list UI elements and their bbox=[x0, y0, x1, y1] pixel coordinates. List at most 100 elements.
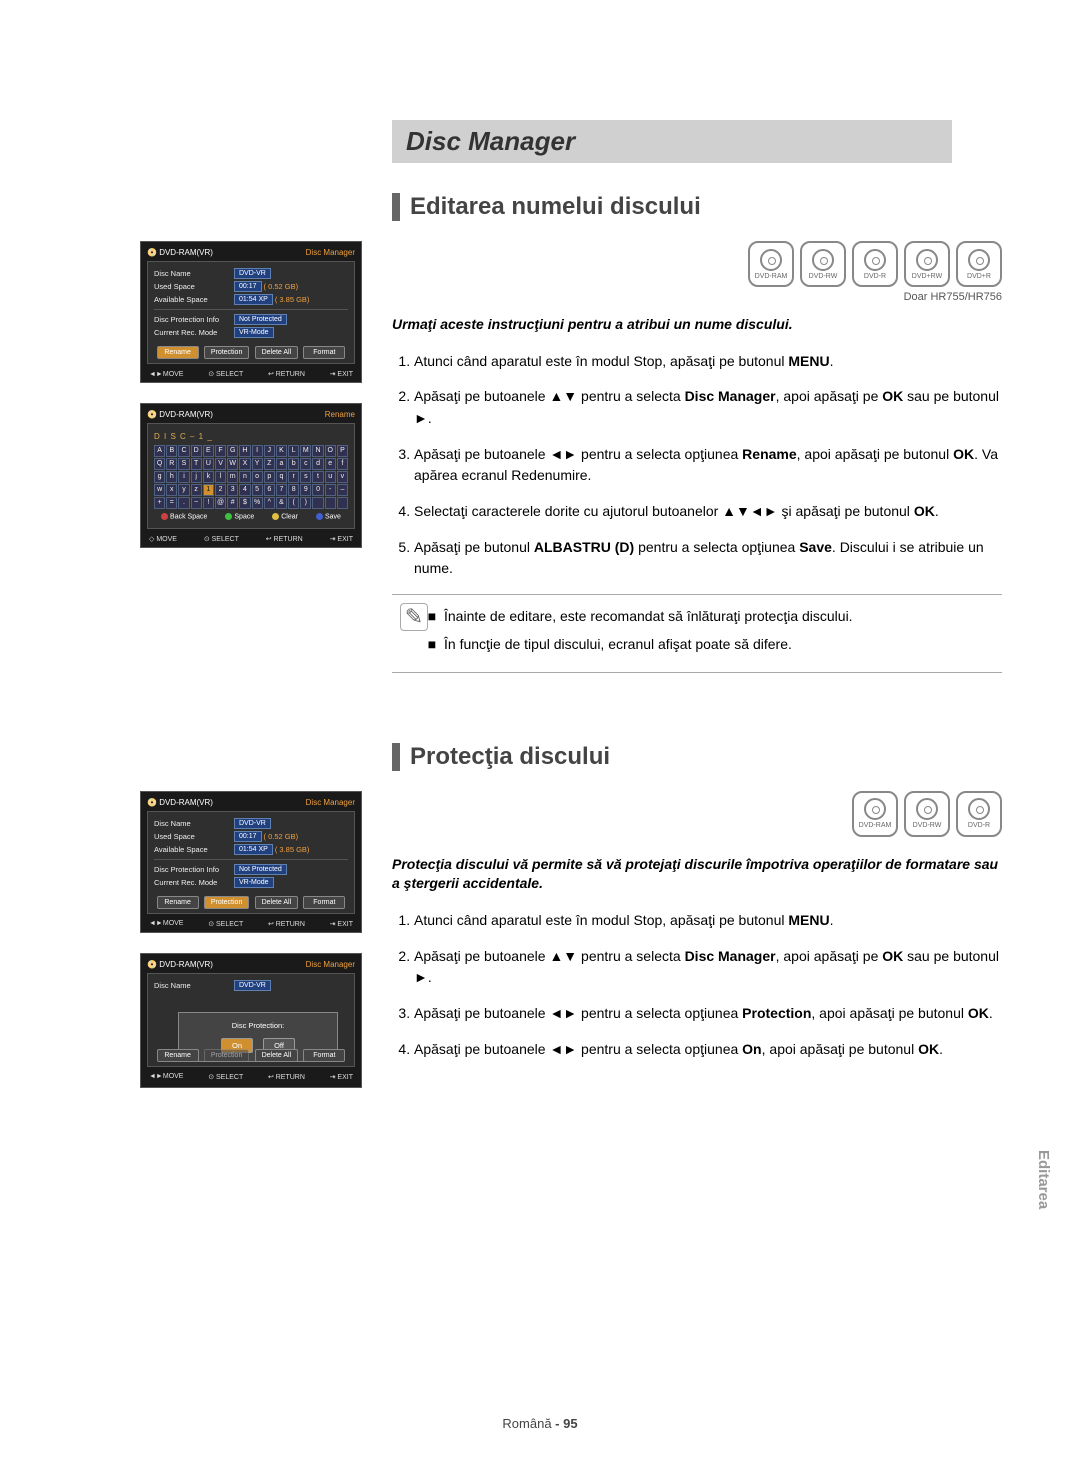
char-cell[interactable]: o bbox=[252, 471, 263, 483]
char-cell[interactable]: z bbox=[191, 484, 202, 496]
char-cell[interactable]: 5 bbox=[252, 484, 263, 496]
char-cell[interactable]: E bbox=[203, 445, 214, 457]
backspace-key[interactable]: Back Space bbox=[161, 513, 207, 520]
char-cell[interactable] bbox=[325, 497, 336, 509]
char-cell[interactable]: K bbox=[276, 445, 287, 457]
val-disc-name-4: DVD-VR bbox=[234, 980, 271, 991]
char-cell[interactable]: C bbox=[178, 445, 189, 457]
char-cell[interactable]: A bbox=[154, 445, 165, 457]
char-cell[interactable] bbox=[337, 497, 348, 509]
char-cell[interactable]: G bbox=[227, 445, 238, 457]
char-cell[interactable]: 7 bbox=[276, 484, 287, 496]
char-cell[interactable]: u bbox=[325, 471, 336, 483]
char-cell[interactable]: g bbox=[154, 471, 165, 483]
char-cell[interactable]: % bbox=[252, 497, 263, 509]
char-cell[interactable]: X bbox=[239, 458, 250, 470]
char-cell[interactable]: W bbox=[227, 458, 238, 470]
delete-all-button[interactable]: Delete All bbox=[255, 346, 299, 359]
char-cell[interactable]: + bbox=[154, 497, 165, 509]
format-button[interactable]: Format bbox=[303, 346, 345, 359]
char-cell[interactable]: D bbox=[191, 445, 202, 457]
char-cell[interactable]: j bbox=[191, 471, 202, 483]
char-cell[interactable]: i bbox=[178, 471, 189, 483]
char-cell[interactable]: H bbox=[239, 445, 250, 457]
label-prot-3: Disc Protection Info bbox=[154, 865, 234, 874]
char-cell[interactable]: Z bbox=[264, 458, 275, 470]
protection-button-3[interactable]: Protection bbox=[204, 896, 250, 909]
char-cell[interactable]: R bbox=[166, 458, 177, 470]
char-grid[interactable]: ABCDEFGHIJKLMNOP QRSTUVWXYZabcdef ghijklmn… bbox=[154, 445, 348, 509]
char-cell[interactable]: S bbox=[178, 458, 189, 470]
char-cell[interactable]: f bbox=[337, 458, 348, 470]
rename-button-4[interactable]: Rename bbox=[157, 1049, 199, 1062]
char-cell[interactable]: 9 bbox=[300, 484, 311, 496]
char-cell[interactable] bbox=[312, 497, 323, 509]
char-cell[interactable]: F bbox=[215, 445, 226, 457]
protection-button[interactable]: Protection bbox=[204, 346, 250, 359]
char-cell[interactable]: – bbox=[337, 484, 348, 496]
char-cell[interactable]: ! bbox=[203, 497, 214, 509]
char-cell[interactable]: n bbox=[239, 471, 250, 483]
char-cell[interactable]: - bbox=[325, 484, 336, 496]
char-cell[interactable]: N bbox=[312, 445, 323, 457]
char-cell[interactable]: r bbox=[288, 471, 299, 483]
char-cell[interactable]: l bbox=[215, 471, 226, 483]
char-cell[interactable]: 3 bbox=[227, 484, 238, 496]
char-cell[interactable]: ( bbox=[288, 497, 299, 509]
char-cell[interactable]: 0 bbox=[312, 484, 323, 496]
char-cell[interactable]: 4 bbox=[239, 484, 250, 496]
char-cell[interactable]: = bbox=[166, 497, 177, 509]
char-cell[interactable]: x bbox=[166, 484, 177, 496]
char-cell[interactable]: w bbox=[154, 484, 165, 496]
char-cell[interactable]: @ bbox=[215, 497, 226, 509]
save-key[interactable]: Save bbox=[316, 513, 341, 520]
char-cell[interactable]: 6 bbox=[264, 484, 275, 496]
char-cell[interactable]: M bbox=[300, 445, 311, 457]
space-key[interactable]: Space bbox=[225, 513, 254, 520]
char-cell[interactable]: O bbox=[325, 445, 336, 457]
char-cell[interactable]: 8 bbox=[288, 484, 299, 496]
char-cell[interactable]: U bbox=[203, 458, 214, 470]
delete-all-button-3[interactable]: Delete All bbox=[255, 896, 299, 909]
char-cell[interactable]: q bbox=[276, 471, 287, 483]
char-cell[interactable]: T bbox=[191, 458, 202, 470]
char-cell[interactable]: y bbox=[178, 484, 189, 496]
char-cell[interactable]: ~ bbox=[191, 497, 202, 509]
char-cell[interactable]: V bbox=[215, 458, 226, 470]
char-cell[interactable]: v bbox=[337, 471, 348, 483]
format-button-4[interactable]: Format bbox=[303, 1049, 345, 1062]
char-cell[interactable]: b bbox=[288, 458, 299, 470]
char-cell[interactable]: Y bbox=[252, 458, 263, 470]
char-cell[interactable]: Q bbox=[154, 458, 165, 470]
char-cell[interactable]: & bbox=[276, 497, 287, 509]
char-cell[interactable]: B bbox=[166, 445, 177, 457]
clear-key[interactable]: Clear bbox=[272, 513, 298, 520]
screen2-title-left: DVD-RAM(VR) bbox=[147, 410, 213, 419]
char-cell[interactable]: a bbox=[276, 458, 287, 470]
char-cell[interactable]: h bbox=[166, 471, 177, 483]
char-cell[interactable]: I bbox=[252, 445, 263, 457]
char-cell[interactable]: $ bbox=[239, 497, 250, 509]
rename-button[interactable]: Rename bbox=[157, 346, 199, 359]
char-cell[interactable]: 2 bbox=[215, 484, 226, 496]
char-cell[interactable]: # bbox=[227, 497, 238, 509]
char-cell[interactable]: k bbox=[203, 471, 214, 483]
char-cell[interactable]: p bbox=[264, 471, 275, 483]
format-button-3[interactable]: Format bbox=[303, 896, 345, 909]
char-cell[interactable]: d bbox=[312, 458, 323, 470]
char-cell[interactable]: t bbox=[312, 471, 323, 483]
char-cell[interactable]: ) bbox=[300, 497, 311, 509]
delete-all-button-4[interactable]: Delete All bbox=[255, 1049, 299, 1062]
char-cell[interactable]: m bbox=[227, 471, 238, 483]
char-cell[interactable]: J bbox=[264, 445, 275, 457]
char-cell[interactable]: . bbox=[178, 497, 189, 509]
protection-button-4[interactable]: Protection bbox=[204, 1049, 250, 1062]
char-cell[interactable]: s bbox=[300, 471, 311, 483]
char-cell[interactable]: e bbox=[325, 458, 336, 470]
char-cell[interactable]: 1 bbox=[203, 484, 214, 496]
rename-button-3[interactable]: Rename bbox=[157, 896, 199, 909]
char-cell[interactable]: c bbox=[300, 458, 311, 470]
char-cell[interactable]: ^ bbox=[264, 497, 275, 509]
char-cell[interactable]: P bbox=[337, 445, 348, 457]
char-cell[interactable]: L bbox=[288, 445, 299, 457]
